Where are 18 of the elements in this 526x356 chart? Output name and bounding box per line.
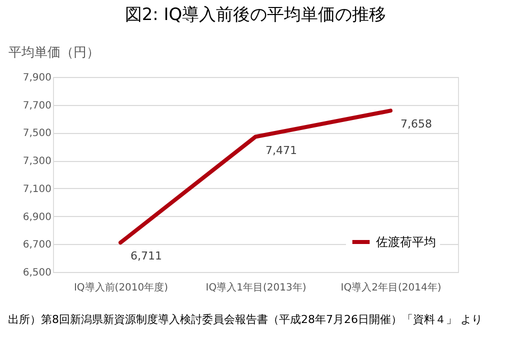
y-axis-title: 平均単価（円） xyxy=(8,46,100,60)
x-tick-label: IQ導入2年目(2014年) xyxy=(340,282,442,294)
data-label: 6,711 xyxy=(130,250,162,263)
text: 出所）第8回新潟県新資源制度導入検討委員会報告書（平成28年7月26日開催）「資料４」 より xyxy=(8,313,482,326)
y-tick-label: 6,900 xyxy=(22,212,52,223)
data-label: 7,658 xyxy=(400,118,432,131)
y-tick-label: 7,300 xyxy=(22,156,52,168)
chart-title: 図2: IQ導入前後の平均単価の推移 xyxy=(124,5,386,25)
y-tick-label: 6,500 xyxy=(22,268,52,278)
x-tick-label: IQ導入1年目(2013年) xyxy=(206,282,306,294)
y-tick-label: 7,100 xyxy=(22,184,52,195)
data-label: 7,471 xyxy=(266,144,297,157)
y-tick-label: 7,700 xyxy=(22,100,52,112)
y-tick-label: 7,900 xyxy=(22,72,52,84)
x-tick-label: IQ導入前(2010年度) xyxy=(74,282,168,294)
y-tick-label: 6,700 xyxy=(22,240,52,251)
legend-label: 佐渡荷平均 xyxy=(376,235,436,249)
y-tick-label: 7,500 xyxy=(22,128,52,140)
